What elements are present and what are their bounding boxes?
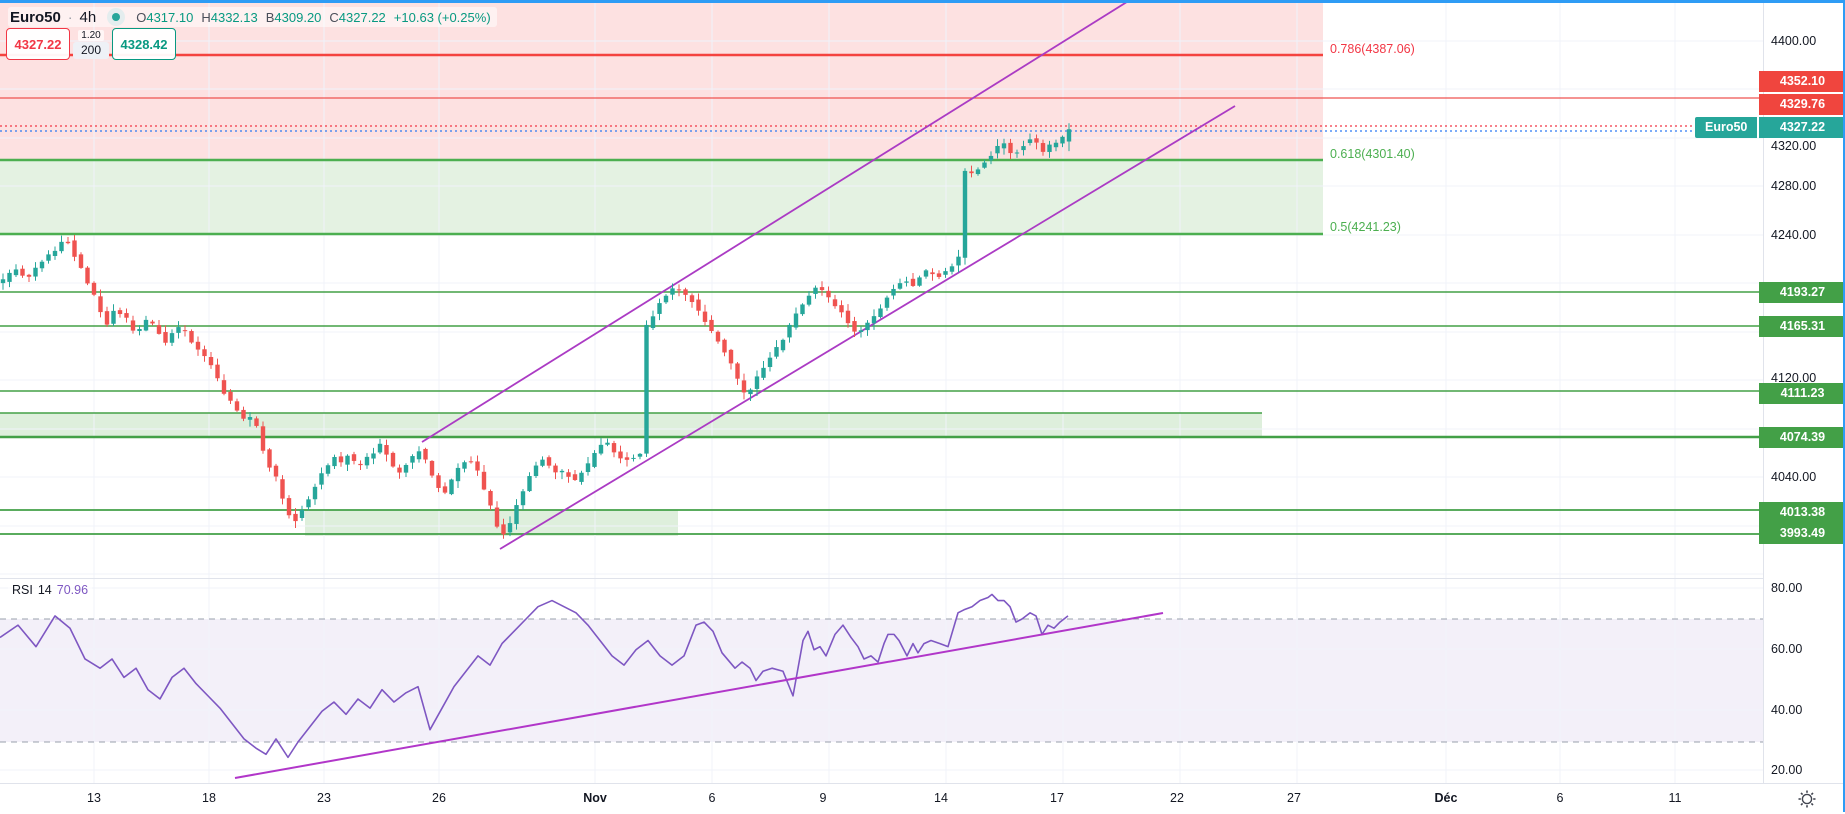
time-axis-label: 18: [202, 791, 216, 805]
rsi-name: RSI: [12, 583, 33, 597]
time-axis-label: Déc: [1434, 791, 1458, 805]
price-axis-tick: 60.00: [1771, 642, 1803, 656]
price-axis-tick: 80.00: [1771, 581, 1803, 595]
price-axis-tick: 4120.00: [1771, 371, 1817, 385]
window-top-border: [0, 0, 1845, 3]
price-axis-tick: 4320.00: [1771, 139, 1817, 153]
buy-price: 4328.42: [120, 36, 168, 52]
time-axis-label: 6: [1556, 791, 1564, 805]
ohlc-values: O 4317.10 H 4332.13 B 4309.20 C 4327.22 +10.63 (…: [136, 10, 490, 25]
ohlc-item: C 4327.22: [329, 10, 385, 25]
ohlc-key: B: [265, 9, 275, 25]
time-axis-label: 26: [432, 791, 446, 805]
time-axis-label: 11: [1668, 791, 1682, 805]
axis-settings-gear-icon[interactable]: [1797, 789, 1817, 809]
time-axis-label: 14: [934, 791, 948, 805]
price-badge-4329-76[interactable]: 4329.76: [1759, 93, 1845, 115]
rsi-band: [0, 619, 1763, 742]
ohlc-value: 4332.13: [210, 9, 258, 25]
symbol-price-tag: Euro50: [1695, 116, 1758, 138]
rsi-line: [0, 593, 1069, 759]
ohlc-key: C: [329, 9, 339, 25]
fib-zone-green: [0, 160, 1323, 234]
ohlc-key: O: [136, 9, 147, 25]
window-right-border: [1843, 0, 1845, 812]
ohlc-value: 4317.10: [146, 9, 194, 25]
symbol-separator: ·: [67, 9, 73, 25]
symbol-legend[interactable]: Euro50 · 4h O 4317.10 H 4332.13 B 4309.20 C 432…: [8, 7, 497, 27]
price-badge-4111-23[interactable]: 4111.23: [1759, 382, 1845, 404]
price-axis-tick: 4400.00: [1771, 34, 1817, 48]
ohlc-item: B 4309.20: [266, 10, 322, 25]
price-badge-4074-39[interactable]: 4074.39: [1759, 426, 1845, 448]
fib-label-0786[interactable]: 0.786(4387.06): [1330, 42, 1415, 56]
buy-button[interactable]: 4328.42: [112, 28, 176, 60]
price-axis-tick: 4240.00: [1771, 228, 1817, 242]
time-axis-label: 22: [1170, 791, 1184, 805]
price-axis-tick: 4040.00: [1771, 470, 1817, 484]
time-axis-label: 6: [708, 791, 716, 805]
rsi-trendline[interactable]: [234, 612, 1164, 779]
change-value: +10.63 (+0.25%): [393, 9, 491, 25]
sell-button[interactable]: 4327.22: [6, 28, 70, 60]
quantity-field[interactable]: 200: [72, 41, 110, 59]
channel-upper[interactable]: [421, 0, 1130, 443]
price-axis-tick: 40.00: [1771, 703, 1803, 717]
price-axis-tick: 20.00: [1771, 763, 1803, 777]
time-axis-label: 17: [1050, 791, 1064, 805]
price-badge-4352-10[interactable]: 4352.10: [1759, 70, 1845, 92]
trade-widget: 4327.22 1.20 200 4328.42: [6, 28, 176, 60]
rsi-period: 14: [37, 583, 52, 597]
supply-band-a: [0, 413, 1262, 437]
trade-middle: 1.20 200: [70, 29, 112, 59]
price-badge-4013-38[interactable]: 4013.38: [1759, 501, 1845, 523]
fib-zone-pink: [0, 3, 1323, 160]
candlestick-series: [0, 123, 1072, 539]
time-axis-label: 23: [317, 791, 331, 805]
market-open-dot: [112, 13, 121, 21]
price-axis-tick: 4280.00: [1771, 179, 1817, 193]
price-badge-4193-27[interactable]: 4193.27: [1759, 281, 1845, 303]
supply-band-b: [305, 510, 678, 536]
time-axis[interactable]: 13 18 23 26 Nov 6 9 14 17 22 27 Déc 6 11: [0, 783, 1845, 813]
fib-label-0618[interactable]: 0.618(4301.40): [1330, 147, 1415, 161]
time-axis-label: Nov: [583, 791, 607, 805]
time-axis-label: 13: [87, 791, 101, 805]
market-status-icon[interactable]: [107, 8, 126, 26]
fib-label-05[interactable]: 0.5(4241.23): [1330, 220, 1401, 234]
price-badge-4327-22[interactable]: 4327.22: [1759, 116, 1845, 138]
ohlc-value: 4327.22: [338, 9, 386, 25]
rsi-legend[interactable]: RSI 14 70.96: [8, 582, 93, 598]
ohlc-value: 4309.20: [274, 9, 322, 25]
price-badge-3993-49[interactable]: 3993.49: [1759, 522, 1845, 544]
pane-separator[interactable]: [0, 578, 1845, 579]
spread-value: 1.20: [78, 29, 104, 41]
ohlc-item: H 4332.13: [201, 10, 257, 25]
time-axis-label: 9: [819, 791, 827, 805]
symbol-name[interactable]: Euro50: [10, 8, 61, 26]
price-badge-4165-31[interactable]: 4165.31: [1759, 315, 1845, 337]
price-axis[interactable]: 4400.00 4320.00 4280.00 4240.00 4120.00 4040.…: [1759, 3, 1845, 783]
ohlc-item: O 4317.10: [136, 10, 193, 25]
timeframe-label[interactable]: 4h: [79, 8, 97, 26]
ohlc-key: H: [201, 9, 211, 25]
rsi-value: 70.96: [56, 583, 89, 597]
time-axis-label: 27: [1287, 791, 1301, 805]
sell-price: 4327.22: [14, 36, 62, 52]
